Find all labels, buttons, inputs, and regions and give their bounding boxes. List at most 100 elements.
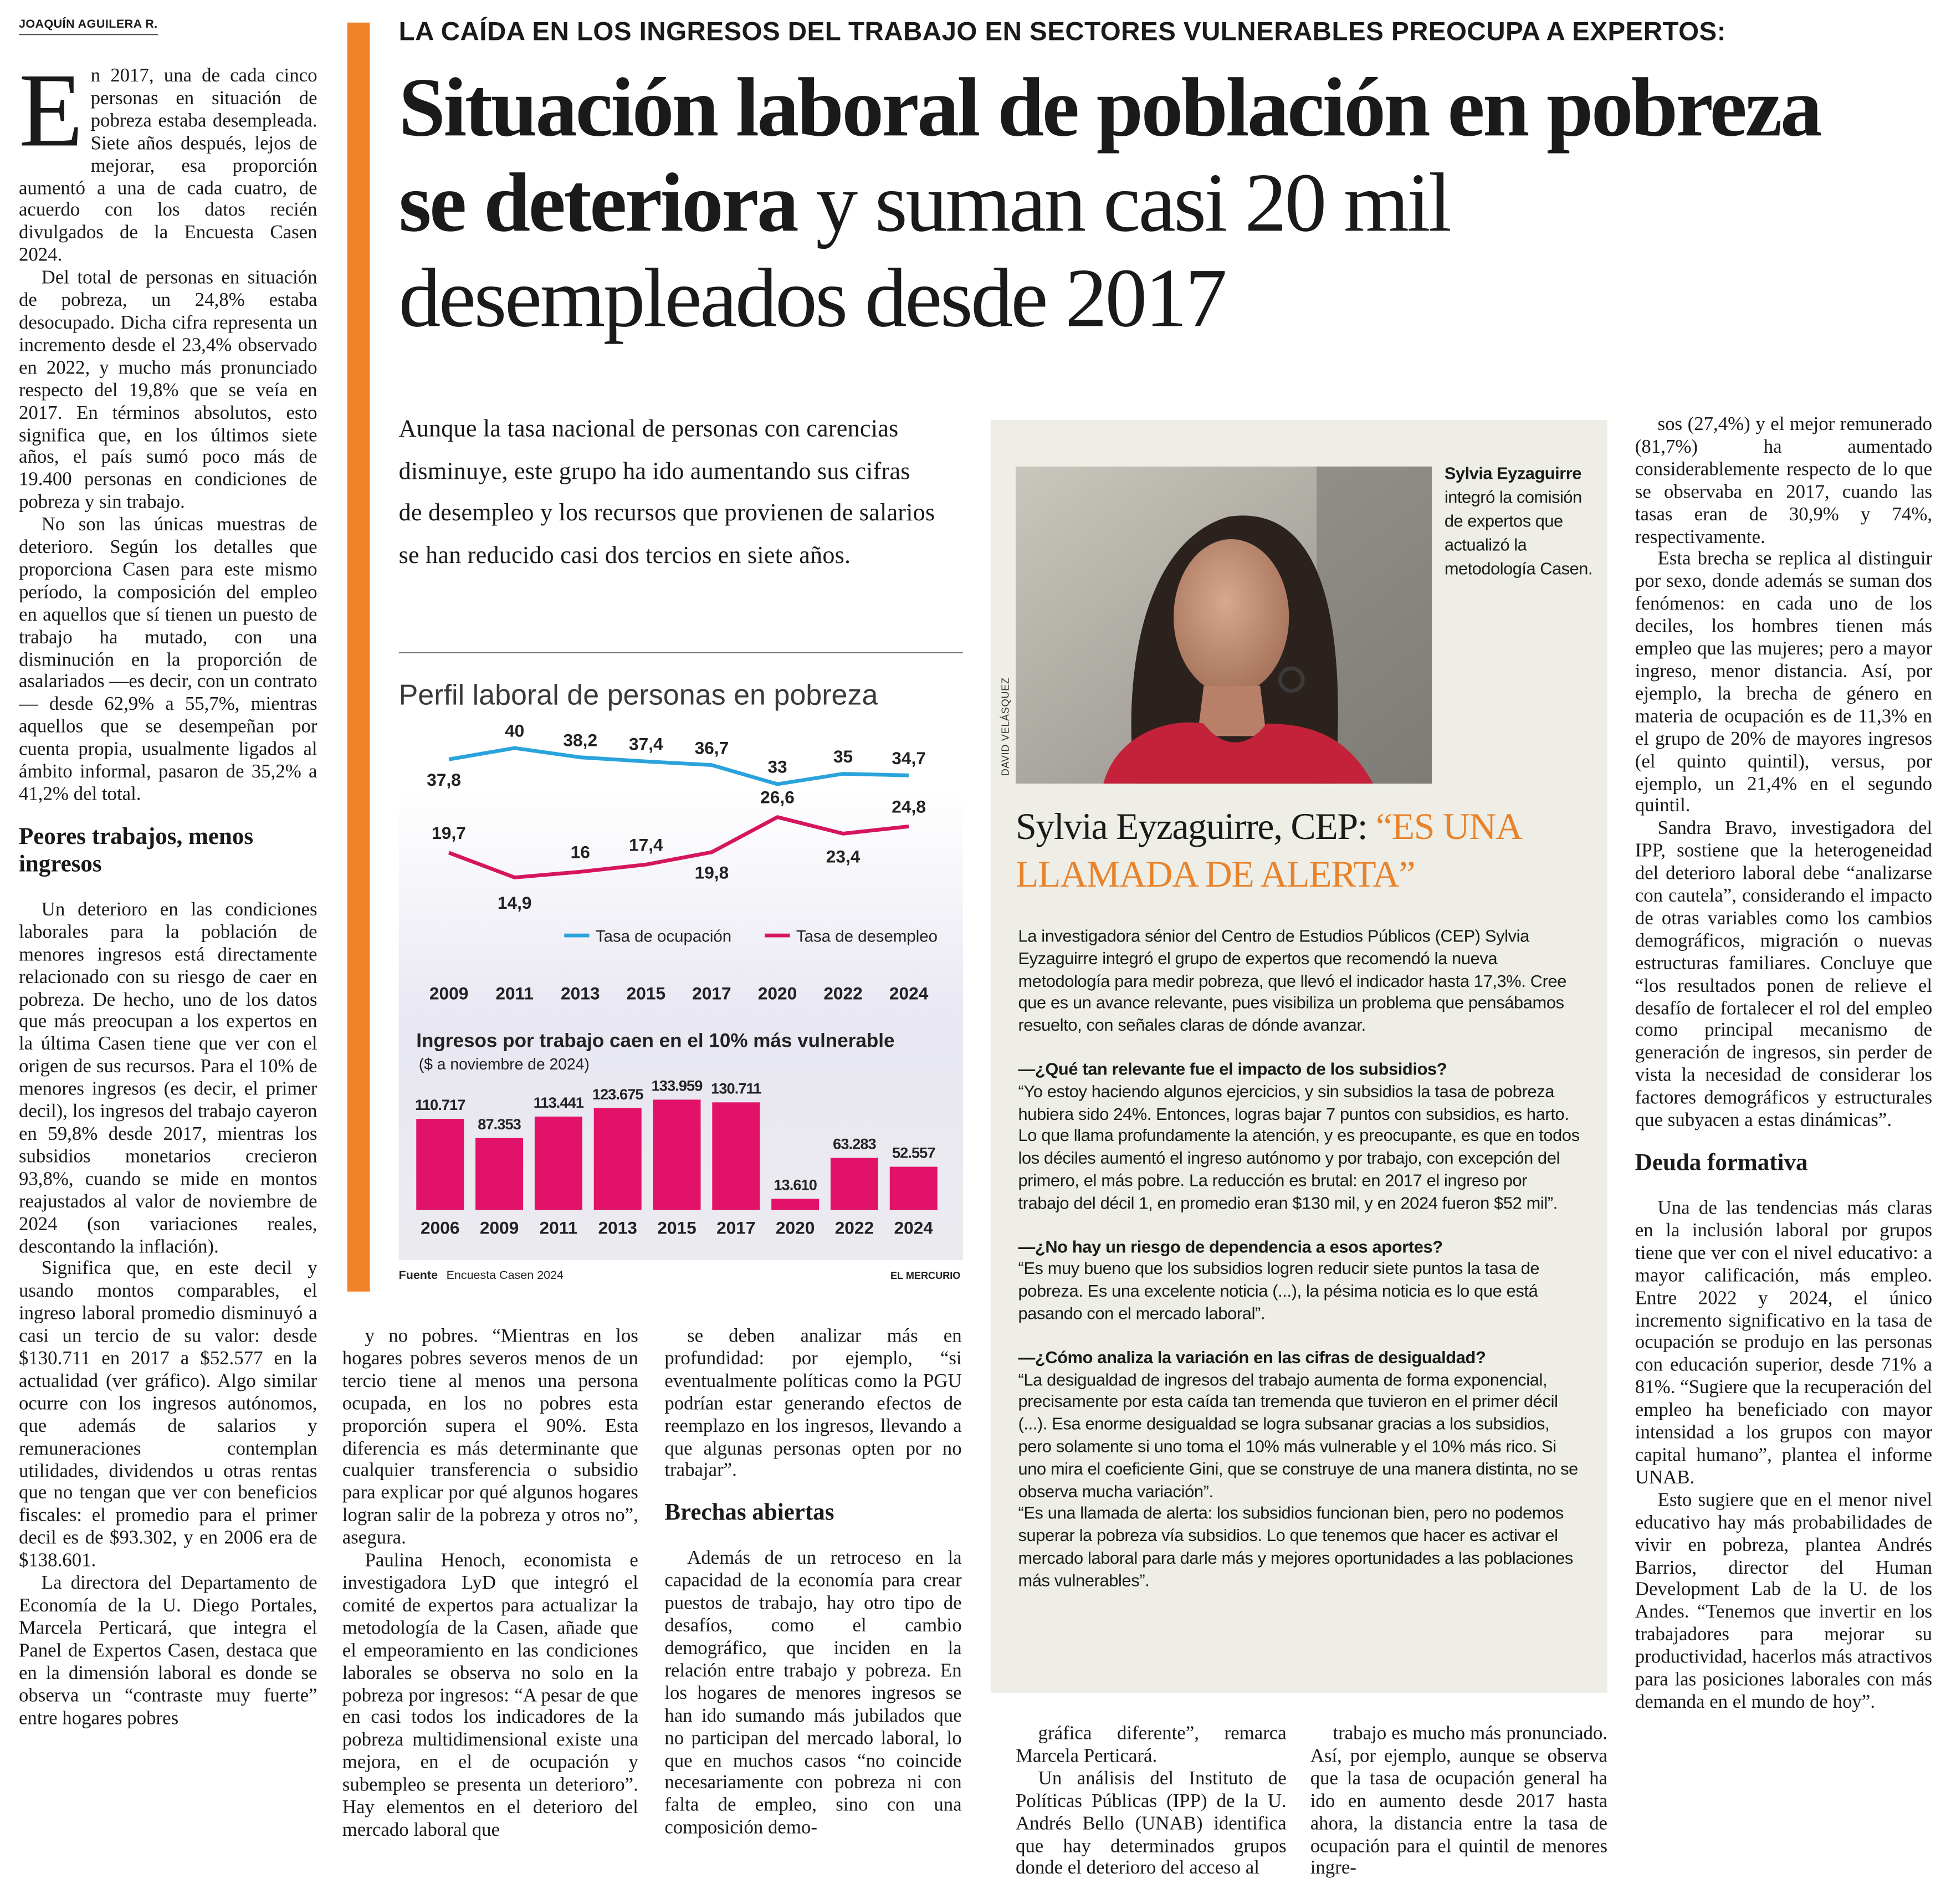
data-label: 24,8 — [892, 796, 926, 816]
paragraph: Además de un retroceso en la capacidad d… — [664, 1548, 962, 1839]
interview-question: —¿Cómo analiza la variación en las cifra… — [1018, 1348, 1486, 1366]
paragraph: se deben analizar más en profundidad: po… — [664, 1325, 962, 1482]
column: se deben analizar más en profundidad: po… — [664, 1325, 961, 1892]
data-label: 63.283 — [833, 1135, 876, 1153]
headline-bold: Situación laboral de población en pobrez… — [398, 61, 1822, 250]
legend-label: Tasa de ocupación — [596, 927, 731, 945]
data-label: 130.711 — [711, 1079, 761, 1097]
data-label: 23,4 — [826, 846, 861, 866]
x-tick-label: 2020 — [776, 1218, 815, 1238]
photo-caption: Sylvia Eyzaguirre integró la comisión de… — [1445, 462, 1597, 581]
column: y no pobres. “Mientras en los hogares po… — [342, 1325, 638, 1892]
x-tick-label: 2013 — [598, 1218, 637, 1238]
series-line — [448, 746, 909, 786]
chart-subtitle: ($ a noviembre de 2024) — [419, 1055, 590, 1073]
x-tick-label: 2006 — [421, 1218, 459, 1238]
sidebar-body: La investigadora sénior del Centro de Es… — [1018, 925, 1580, 1592]
bar — [534, 1116, 582, 1210]
sidebar-headline-quote: “ES UNA LLAMADA DE ALERTA” — [1015, 806, 1520, 895]
paragraph: “Yo estoy haciendo algunos ejercicios, y… — [1018, 1082, 1580, 1212]
chart-title: Perfil laboral de personas en pobreza — [399, 679, 878, 712]
paragraph: En 2017, una de cada cinco personas en s… — [18, 65, 317, 267]
x-tick-label: 2022 — [835, 1218, 874, 1238]
x-tick-label: 2022 — [823, 984, 862, 1004]
data-label: 13.610 — [774, 1176, 817, 1194]
data-label: 26,6 — [760, 787, 795, 807]
data-label: 16 — [571, 842, 590, 862]
headline-regular: y suman casi 20 mil desempleados desde 2… — [398, 156, 1452, 345]
sidebar-headline-text: Sylvia Eyzaguirre, CEP: — [1015, 806, 1376, 848]
paragraph: La investigadora sénior del Centro de Es… — [1018, 927, 1567, 1035]
data-label: 33 — [767, 757, 787, 777]
publisher: EL MERCURIO — [890, 1270, 960, 1281]
bar — [475, 1138, 524, 1210]
data-label: 113.441 — [534, 1094, 584, 1111]
x-tick-label: 2024 — [889, 984, 929, 1004]
paragraph: La directora del Departamento de Economí… — [18, 1572, 317, 1729]
data-label: 123.675 — [592, 1086, 644, 1103]
data-label: 34,7 — [892, 748, 926, 768]
chart-title: Ingresos por trabajo caen en el 10% más … — [416, 1030, 894, 1052]
deck: Aunque la tasa nacional de personas con … — [398, 416, 935, 569]
paragraph: “La desigualdad de ingresos del trabajo … — [1018, 1370, 1578, 1501]
x-tick-label: 2011 — [540, 1218, 578, 1238]
x-tick-label: 2020 — [758, 984, 797, 1004]
data-label: 36,7 — [695, 738, 729, 757]
paragraph: gráfica diferente”, remarca Marcela Pert… — [1015, 1723, 1287, 1767]
caption-name: Sylvia Eyzaguirre — [1444, 464, 1582, 483]
column: sos (27,4%) y el mejor remunerado (81,7%… — [1635, 414, 1932, 1892]
photo-credit: DAVID VELÁSQUEZ — [1000, 677, 1012, 776]
paragraph: Paulina Henoch, economista e investigado… — [342, 1550, 638, 1841]
bar — [712, 1102, 760, 1210]
paragraph: No son las únicas muestras de deterioro.… — [18, 514, 317, 805]
paragraph: Un deterioro en las condiciones laborale… — [18, 899, 317, 1257]
column: gráfica diferente”, remarca Marcela Pert… — [1016, 1723, 1287, 1892]
paragraph: Un análisis del Instituto de Políticas P… — [1015, 1768, 1287, 1879]
data-label: 110.717 — [415, 1096, 465, 1113]
x-tick-label: 2017 — [716, 1218, 755, 1238]
paragraph: “Es una llamada de alerta: los subsidios… — [1018, 1503, 1574, 1590]
paragraph: “Es muy bueno que los subsidios logren r… — [1018, 1259, 1540, 1323]
legend-label: Tasa de desempleo — [796, 927, 938, 945]
subheading: Peores trabajos, menos ingresos — [18, 823, 254, 878]
bar — [416, 1119, 464, 1210]
paragraph: Sandra Bravo, investigadora del IPP, sos… — [1635, 818, 1933, 1132]
data-label: 87.353 — [478, 1115, 521, 1133]
bar — [593, 1108, 642, 1210]
x-tick-label: 2009 — [480, 1218, 519, 1238]
data-label: 133.959 — [652, 1077, 703, 1094]
source-label: Fuente — [399, 1268, 438, 1282]
source: Encuesta Casen 2024 — [447, 1268, 564, 1282]
paragraph: y no pobres. “Mientras en los hogares po… — [342, 1325, 638, 1549]
paragraph: trabajo es mucho más pronunciado. Así, p… — [1310, 1723, 1608, 1879]
subheading: Brechas abiertas — [664, 1500, 834, 1527]
data-label: 40 — [505, 721, 524, 741]
data-label: 52.557 — [892, 1144, 935, 1161]
column: trabajo es mucho más pronunciado. Así, p… — [1310, 1723, 1607, 1892]
paragraph: sos (27,4%) y el mejor remunerado (81,7%… — [1635, 413, 1933, 547]
x-tick-label: 2011 — [495, 984, 534, 1004]
bar — [771, 1199, 820, 1210]
caption-text: integró la comisión de expertos que actu… — [1444, 488, 1593, 579]
interview-question: —¿Qué tan relevante fue el impacto de lo… — [1018, 1060, 1447, 1079]
chart-graphic: Perfil laboral de personas en pobreza 37,… — [398, 652, 963, 1282]
series-line — [448, 815, 909, 879]
paragraph: Esto sugiere que en el menor nivel educa… — [1635, 1489, 1933, 1713]
x-tick-label: 2015 — [627, 984, 665, 1004]
x-tick-label: 2017 — [692, 984, 731, 1004]
bar — [653, 1099, 701, 1210]
paragraph: Una de las tendencias más claras en la i… — [1635, 1197, 1933, 1488]
accent-bar — [347, 22, 370, 1292]
x-tick-label: 2013 — [561, 984, 600, 1004]
kicker: LA CAÍDA EN LOS INGRESOS DEL TRABAJO EN … — [398, 17, 1727, 47]
interview-question: —¿No hay un riesgo de dependencia a esos… — [1018, 1237, 1443, 1256]
bar — [889, 1166, 938, 1210]
x-tick-label: 2009 — [429, 984, 468, 1004]
headline: Situación laboral de población en pobrez… — [399, 60, 1829, 346]
paragraph: Del total de personas en situación de po… — [18, 267, 317, 514]
data-label: 37,8 — [427, 770, 461, 790]
bar — [830, 1158, 878, 1210]
paragraph: Significa que, en este decil y usando mo… — [18, 1258, 317, 1572]
